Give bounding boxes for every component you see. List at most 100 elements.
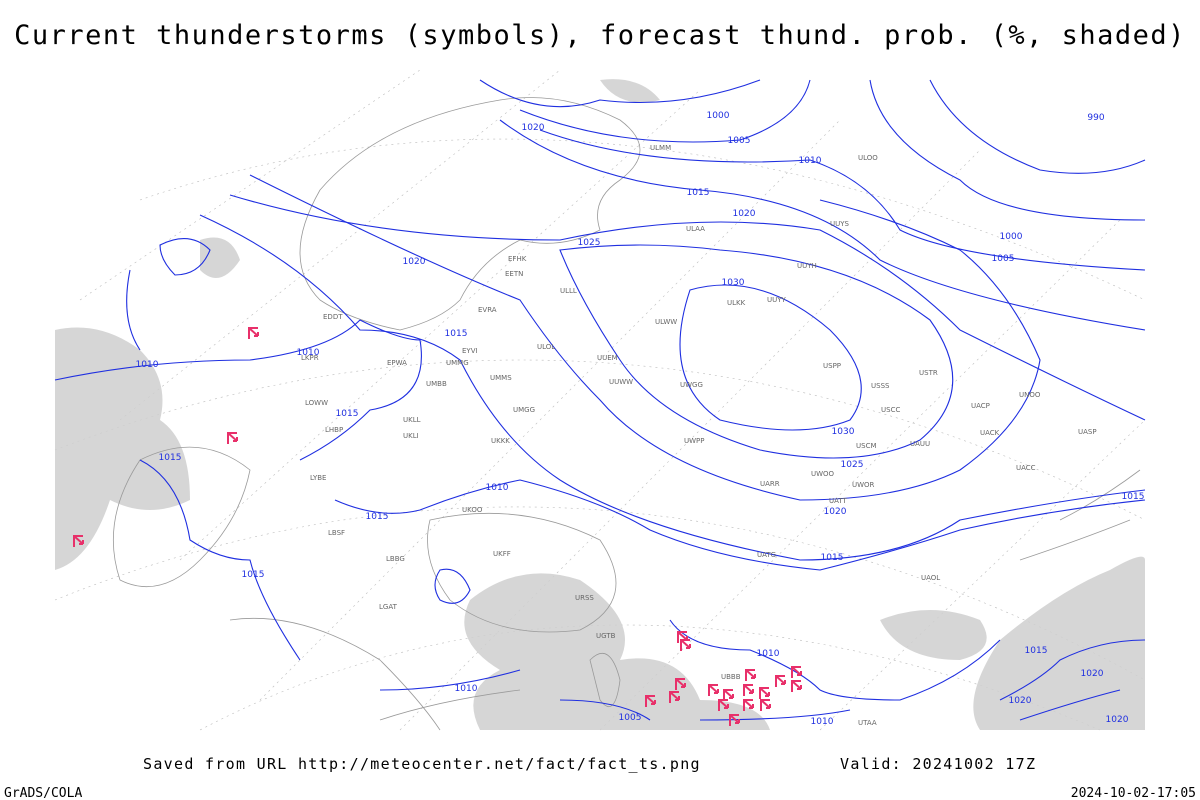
station-label: UMMS: [490, 374, 512, 382]
station-label: LOWW: [305, 399, 328, 407]
station-label: USPP: [823, 362, 841, 370]
station-label: EVRA: [478, 306, 497, 314]
isobar-label: 1010: [811, 717, 834, 727]
station-label: UUEM: [597, 354, 618, 362]
station-label: ULKK: [727, 299, 746, 307]
software: GrADS/COLA: [4, 786, 82, 800]
station-label: UMMG: [446, 359, 469, 367]
station-label: UKFF: [493, 550, 511, 558]
station-label: USSS: [871, 382, 890, 390]
stations: ULMM ULOO ULAA UUYS UUYH ULKK UUYY EFHK EETN ULLL…: [301, 144, 1097, 727]
isobar-label: 1015: [336, 409, 359, 419]
station-label: UKOO: [462, 506, 483, 514]
station-label: USCM: [856, 442, 877, 450]
station-label: LBSF: [328, 529, 345, 537]
station-label: UKLL: [403, 416, 421, 424]
station-label: ULOO: [858, 154, 878, 162]
station-label: UATT: [829, 497, 848, 505]
station-label: ULWW: [655, 318, 677, 326]
isobar-label: 990: [1087, 113, 1104, 123]
isobars: [54, 79, 1146, 721]
isobar-label: 1020: [733, 209, 756, 219]
station-label: UTAA: [858, 719, 877, 727]
station-label: LGAT: [379, 603, 398, 611]
station-label: EFHK: [508, 255, 527, 263]
isobar-label: 1010: [297, 348, 320, 358]
isobar-label: 1015: [821, 553, 844, 563]
isobar-label: 1020: [522, 123, 545, 133]
thunderstorm-symbol: [645, 695, 656, 707]
station-label: ULAA: [686, 225, 705, 233]
station-label: UKKK: [491, 437, 510, 445]
isobar-label: 1015: [1122, 492, 1145, 502]
station-label: EPWA: [387, 359, 407, 367]
isobar-label: 1010: [486, 483, 509, 493]
valid-time: Valid: 20241002 17Z: [840, 755, 1036, 773]
thunderstorm-symbol: [743, 699, 754, 711]
isobar-label: 1005: [728, 136, 751, 146]
thunderstorm-symbol: [791, 666, 802, 678]
map: 1020 1000 1005 1010 1015 1020 1025 1020 1030 1015…: [54, 69, 1146, 731]
station-label: UAOL: [921, 574, 940, 582]
map-title: Current thunderstorms (symbols), forecas…: [14, 20, 1186, 51]
thunderstorm-symbol: [708, 684, 719, 696]
timestamp: 2024-10-02-17:05: [1071, 786, 1196, 800]
shaded-probability: [55, 79, 1145, 730]
station-label: UWOO: [811, 470, 835, 478]
thunderstorm-symbol: [759, 687, 770, 699]
isobar-label: 1010: [136, 360, 159, 370]
station-label: UARR: [760, 480, 780, 488]
station-label: EDDT: [323, 313, 343, 321]
station-label: USTR: [919, 369, 938, 377]
thunderstorm-symbol: [248, 327, 259, 339]
isobar-label: 1010: [757, 649, 780, 659]
station-label: LYBE: [310, 474, 326, 482]
isobar-label: 1015: [242, 570, 265, 580]
thunderstorm-symbol: [729, 714, 740, 726]
station-label: EYVI: [462, 347, 478, 355]
thunderstorm-symbol: [743, 684, 754, 696]
station-label: UUYS: [830, 220, 850, 228]
isobar-label: 1015: [687, 188, 710, 198]
coastlines: [112, 97, 1141, 731]
thunderstorm-symbols: [73, 327, 802, 726]
station-label: ULLL: [560, 287, 577, 295]
isobar-label: 1020: [1009, 696, 1032, 706]
thunderstorm-symbol: [760, 699, 771, 711]
station-label: ULOL: [537, 343, 555, 351]
isobar-label: 1025: [841, 460, 864, 470]
station-label: UACP: [971, 402, 990, 410]
isobar-label: 1030: [722, 278, 745, 288]
isobar-label: 1010: [799, 156, 822, 166]
source-url: Saved from URL http://meteocenter.net/fa…: [143, 755, 701, 773]
thunderstorm-symbol: [723, 689, 734, 701]
station-label: UMBB: [426, 380, 447, 388]
isobar-labels: 1020 1000 1005 1010 1015 1020 1025 1020 1030 1015…: [136, 111, 1145, 727]
isobar-label: 1020: [403, 257, 426, 267]
isobar-label: 1015: [445, 329, 468, 339]
thunderstorm-symbol: [680, 639, 691, 651]
isobar-label: 1010: [455, 684, 478, 694]
isobar-label: 1025: [578, 238, 601, 248]
station-label: UBBB: [721, 673, 741, 681]
isobar-label: 1020: [1081, 669, 1104, 679]
isobar-label: 1015: [366, 512, 389, 522]
station-label: ULMM: [650, 144, 671, 152]
thunderstorm-symbol: [718, 699, 729, 711]
station-label: UWOR: [852, 481, 875, 489]
station-label: EETN: [505, 270, 523, 278]
station-label: UACK: [980, 429, 1000, 437]
isobar-label: 1015: [1025, 646, 1048, 656]
isobar-label: 1000: [1000, 232, 1023, 242]
thunderstorm-symbol: [791, 680, 802, 692]
station-label: UACC: [1016, 464, 1036, 472]
isobar-label: 1000: [707, 111, 730, 121]
station-label: LHBP: [325, 426, 343, 434]
thunderstorm-symbol: [227, 432, 238, 444]
station-label: UUWW: [609, 378, 633, 386]
isobar-label: 1020: [1106, 715, 1129, 725]
station-label: UAUU: [910, 440, 930, 448]
station-label: UMGG: [513, 406, 535, 414]
thunderstorm-symbol: [775, 675, 786, 687]
